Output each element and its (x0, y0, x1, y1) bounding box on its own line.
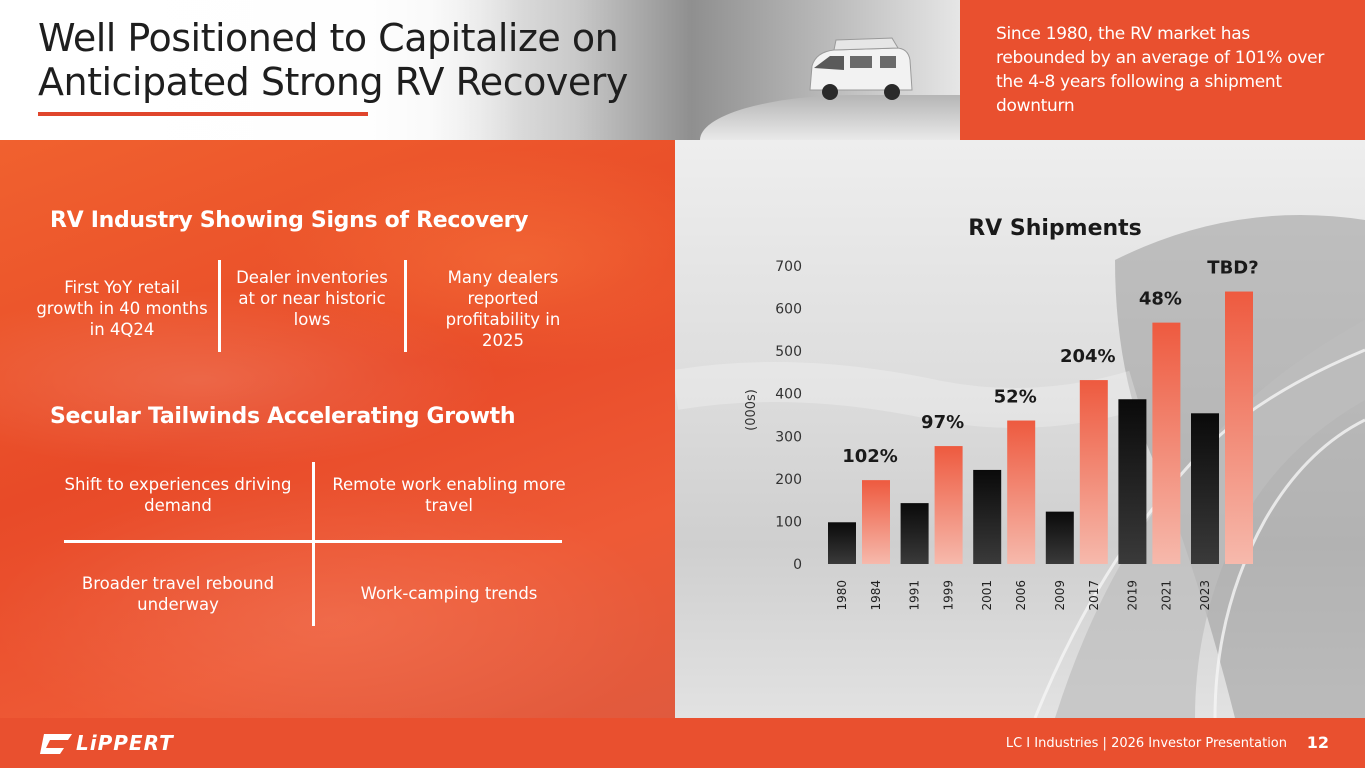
bar-trough-1980 (828, 522, 856, 564)
tailwinds-heading: Secular Tailwinds Accelerating Growth (50, 404, 516, 429)
x-tick-label: 1980 (835, 580, 849, 611)
tailwind-experiences: Shift to experiences driving demand (64, 475, 292, 515)
bar-trough-2009 (1045, 511, 1074, 564)
lippert-logo-icon (40, 734, 72, 754)
tailwind-remote-work: Remote work enabling more travel (332, 475, 566, 515)
footer: LiPPERT LC I Industries | 2026 Investor … (0, 718, 1365, 768)
y-tick-label: 200 (775, 472, 802, 488)
y-tick-label: 300 (775, 429, 802, 445)
chart-y-axis-label: (000s) (744, 389, 759, 431)
page-number: 12 (1306, 733, 1329, 752)
y-tick-label: 500 (775, 344, 802, 360)
x-tick-label: 1991 (908, 580, 922, 611)
x-tick-label: 2006 (1014, 580, 1028, 611)
bar-peak-2017 (1079, 380, 1108, 564)
callout-box: Since 1980, the RV market has rebounded … (960, 0, 1365, 140)
header-photo (0, 0, 960, 140)
y-tick-label: 600 (775, 302, 802, 318)
x-tick-label: 2023 (1198, 580, 1212, 611)
bar-peak-1984 (862, 480, 890, 564)
growth-annotation: 52% (994, 387, 1037, 408)
stat-dealer-profitability: Many dealers reported profitability in 2… (445, 268, 561, 350)
title-line-2: Anticipated Strong RV Recovery (38, 60, 628, 104)
rv-shipments-chart: RV Shipments (000s) 0 100 200 300 400 500 600 7… (744, 216, 1259, 611)
chart-title: RV Shipments (968, 216, 1142, 241)
stat-retail-growth: First YoY retail growth in 40 months in … (36, 278, 208, 339)
header-fade (0, 0, 520, 140)
growth-annotation: 97% (921, 412, 964, 433)
bar-peak-2021 (1152, 322, 1181, 564)
bar-trough-2023 (1191, 413, 1219, 564)
left-panel: RV Industry Showing Signs of Recovery Fi… (0, 140, 675, 718)
growth-annotation: TBD? (1207, 258, 1258, 279)
stat-divider-1 (218, 260, 221, 352)
stat-dealer-inventories: Dealer inventories at or near historic l… (236, 268, 388, 329)
logo-text: LiPPERT (76, 731, 174, 755)
stat-divider-2 (404, 260, 407, 352)
title-line-1: Well Positioned to Capitalize on (38, 16, 619, 60)
x-tick-label: 1999 (942, 580, 956, 611)
camper-van-image (809, 37, 913, 100)
title-underline (38, 112, 368, 116)
bar-trough-2001 (973, 469, 1002, 564)
y-tick-label: 400 (775, 387, 802, 403)
tailwind-horizontal-divider (64, 540, 562, 543)
growth-annotation: 204% (1060, 346, 1116, 367)
callout-text: Since 1980, the RV market has rebounded … (996, 24, 1325, 116)
x-tick-label: 2017 (1087, 580, 1101, 611)
x-tick-label: 2021 (1159, 580, 1173, 611)
x-tick-label: 2001 (980, 580, 994, 611)
bar-peak-projected (1225, 291, 1253, 564)
bar-peak-1999 (934, 446, 963, 564)
tailwind-vertical-divider (312, 462, 315, 626)
x-tick-label: 2009 (1053, 580, 1067, 611)
tailwind-travel-rebound: Broader travel rebound underway (81, 574, 275, 614)
bar-peak-2006 (1007, 420, 1036, 564)
tailwind-work-camping: Work-camping trends (360, 584, 538, 603)
bar-trough-1991 (900, 503, 929, 564)
x-tick-label: 1984 (869, 580, 883, 611)
bar-trough-2019 (1118, 399, 1147, 564)
footer-company: LC I Industries | 2026 Investor Presenta… (1005, 736, 1287, 751)
y-tick-label: 700 (775, 259, 802, 275)
chart-panel: RV Shipments (000s) 0 100 200 300 400 500 600 7… (675, 140, 1365, 718)
recovery-heading: RV Industry Showing Signs of Recovery (50, 208, 529, 233)
growth-annotation: 102% (842, 446, 898, 467)
growth-annotation: 48% (1139, 289, 1182, 310)
y-tick-label: 100 (775, 514, 802, 530)
x-tick-label: 2019 (1125, 580, 1139, 611)
y-tick-label: 0 (793, 557, 802, 573)
slide-title: Well Positioned to Capitalize on Anticip… (38, 16, 628, 104)
